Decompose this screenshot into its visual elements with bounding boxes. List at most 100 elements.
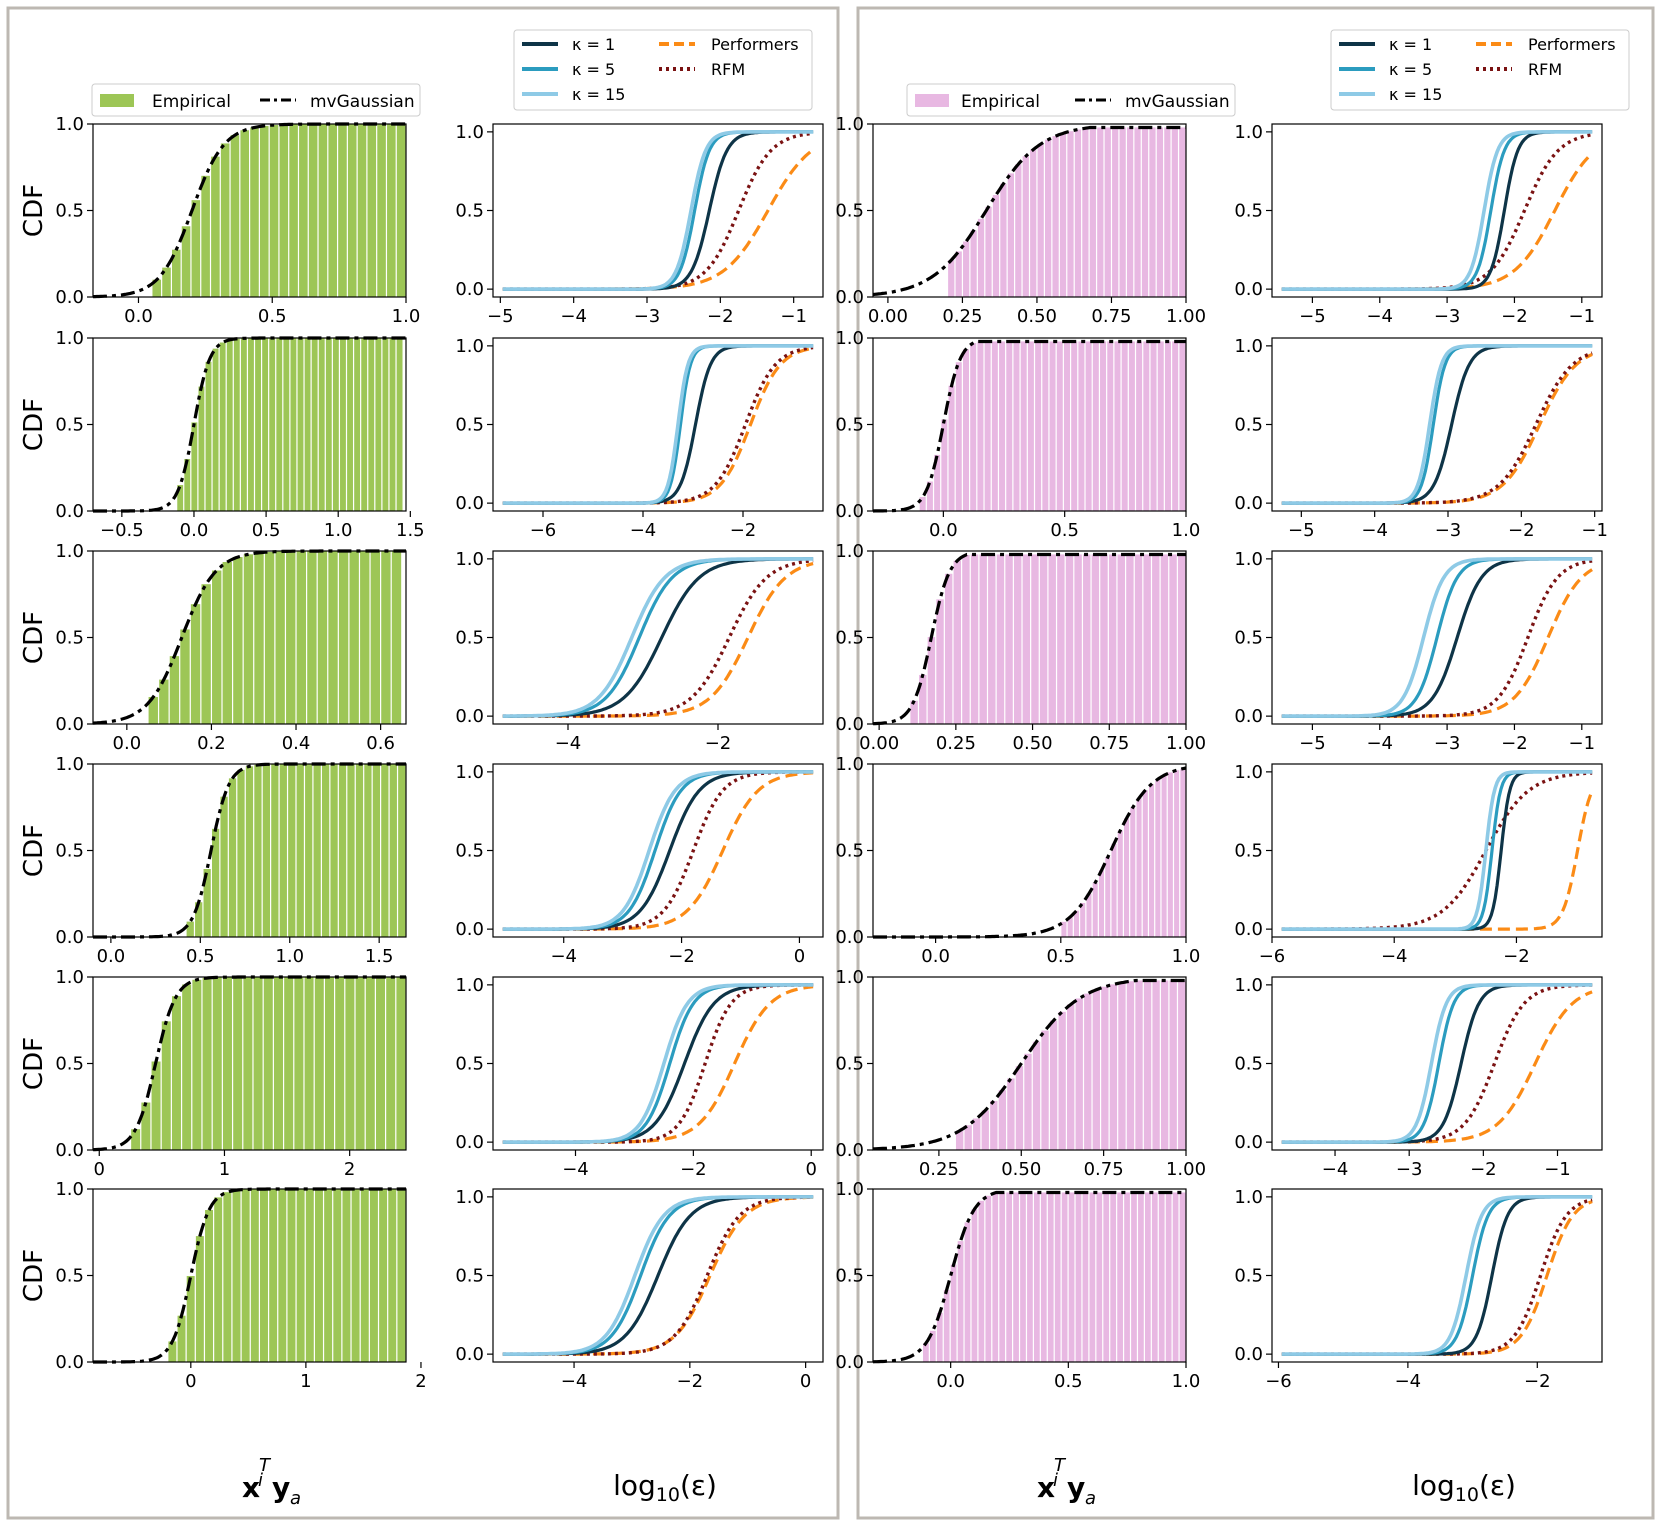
hist-bar [1041, 1030, 1049, 1150]
hist-bar [317, 551, 328, 724]
hist-bar [1073, 910, 1079, 937]
y-tick-label: 0.0 [55, 714, 84, 735]
series--5 [1281, 770, 1593, 931]
axes-frame [1271, 123, 1603, 298]
axes-frame [492, 123, 824, 298]
hist-bar [1035, 341, 1042, 511]
cdf-ylabel: CDF [19, 398, 49, 451]
hist-bar [232, 1190, 241, 1362]
y-tick-label: 1.0 [835, 967, 864, 988]
hist-bar [1160, 980, 1169, 1150]
hist-bar [1149, 127, 1156, 298]
hist-bar [398, 764, 406, 937]
hist-bar [1169, 554, 1177, 724]
hist-bar [159, 679, 169, 724]
series-performers [1281, 990, 1593, 1144]
hist-bar [992, 1192, 999, 1362]
hist-bar [1052, 136, 1059, 297]
mvgaussian-line [872, 552, 1186, 726]
x-tick-label: −3 [1396, 1159, 1423, 1180]
hist-bar [1117, 830, 1123, 937]
series-rfm [502, 770, 814, 931]
hist-bar [1006, 341, 1013, 511]
hist-bar [222, 977, 232, 1150]
series--15 [502, 1195, 814, 1356]
x-tick-label: 1.0 [275, 946, 304, 967]
hist-bar [255, 338, 261, 511]
axes-frame [1271, 337, 1603, 512]
y-tick-label: 0.5 [55, 415, 84, 436]
hist-bar [926, 481, 933, 511]
hist-bar [325, 338, 332, 511]
hist-bar [1020, 341, 1027, 511]
x-tick-label: −4 [1381, 946, 1408, 967]
hist-bar [254, 552, 264, 724]
legend-label-k15: κ = 15 [1389, 85, 1442, 104]
x-tick-label: −4 [561, 1371, 588, 1392]
x-tick-label: 1.5 [396, 520, 425, 541]
hist-bar [233, 338, 240, 511]
x-tick-label: 0 [94, 1159, 105, 1180]
y-tick-label: 0.0 [835, 714, 864, 735]
y-tick-label: 1.0 [1234, 762, 1263, 783]
hist-bar [1083, 554, 1091, 724]
hist-bar [985, 206, 992, 297]
hist-bar [1049, 341, 1056, 511]
hist-bar [1134, 127, 1141, 298]
panel-left-err-5: 0.0 0.5 1.0 −4 −2 0 [455, 1187, 824, 1392]
hist-bar [294, 977, 304, 1150]
panel-right-hist-4: 0.0 0.5 1.0 0.25 0.50 0.75 1.00 [835, 967, 1206, 1180]
hist-bar [284, 977, 294, 1150]
x-tick-label: 1.0 [1172, 520, 1201, 541]
x-tick-label: 0.0 [124, 306, 153, 327]
hist-bar [198, 386, 205, 511]
hist-bar [1118, 982, 1126, 1150]
hist-bar [948, 260, 955, 297]
hist-bar [228, 778, 237, 937]
hist-bar [998, 1090, 1007, 1150]
svg-text:T: T [259, 1455, 272, 1476]
hist-bar [276, 338, 283, 511]
y-tick-label: 0.5 [1234, 415, 1263, 436]
hist-bar [1097, 127, 1104, 298]
hist-bar [962, 349, 969, 511]
y-tick-label: 0.5 [455, 841, 484, 862]
hist-bar [367, 124, 377, 298]
x-tick-label: 0.75 [1089, 733, 1129, 754]
hist-bar [347, 124, 357, 297]
x-tick-label: −4 [562, 1159, 589, 1180]
hist-bar [220, 796, 228, 937]
hist-bar [1136, 798, 1142, 937]
y-tick-label: 1.0 [1234, 122, 1263, 143]
hist-bar [381, 551, 391, 724]
hist-bar [180, 629, 190, 724]
hist-bar [387, 124, 396, 297]
hist-bar [355, 977, 365, 1150]
panel-left-err-2: 0.0 0.5 1.0 −4 −2 [455, 549, 824, 754]
x-label-right-hist: x i T y a [1037, 1455, 1096, 1509]
mvgaussian-line [872, 339, 1186, 513]
hist-bar [1107, 341, 1114, 511]
panel-right-hist-5: 0.0 0.5 1.0 0.0 0.5 1.0 [835, 1179, 1200, 1392]
panel-left-hist-1: 0.0 0.5 1.0 −0.5 0.0 0.5 1.0 1.5 CDF [19, 328, 425, 541]
hist-bar [397, 1189, 406, 1362]
x-tick-label: −2 [705, 733, 732, 754]
hist-bar [1089, 127, 1096, 298]
x-tick-label: −2 [1470, 1159, 1497, 1180]
x-tick-label: 0.5 [186, 946, 215, 967]
hist-bar [264, 551, 275, 724]
y-tick-label: 0.5 [1234, 1054, 1263, 1075]
hist-bar [195, 1236, 204, 1362]
hist-bar [1096, 1192, 1103, 1362]
hist-bar [1152, 980, 1160, 1150]
hist-bar [1119, 127, 1126, 298]
legend-label-k1: κ = 1 [572, 35, 615, 54]
x-tick-label: 1.5 [365, 946, 394, 967]
y-tick-label: 0.5 [55, 1266, 84, 1287]
hist-bar [1138, 1192, 1144, 1362]
hist-bar [1045, 139, 1052, 297]
series--15 [502, 557, 814, 718]
hist-bar [1040, 1192, 1047, 1362]
x-tick-label: 1.00 [1166, 1159, 1206, 1180]
